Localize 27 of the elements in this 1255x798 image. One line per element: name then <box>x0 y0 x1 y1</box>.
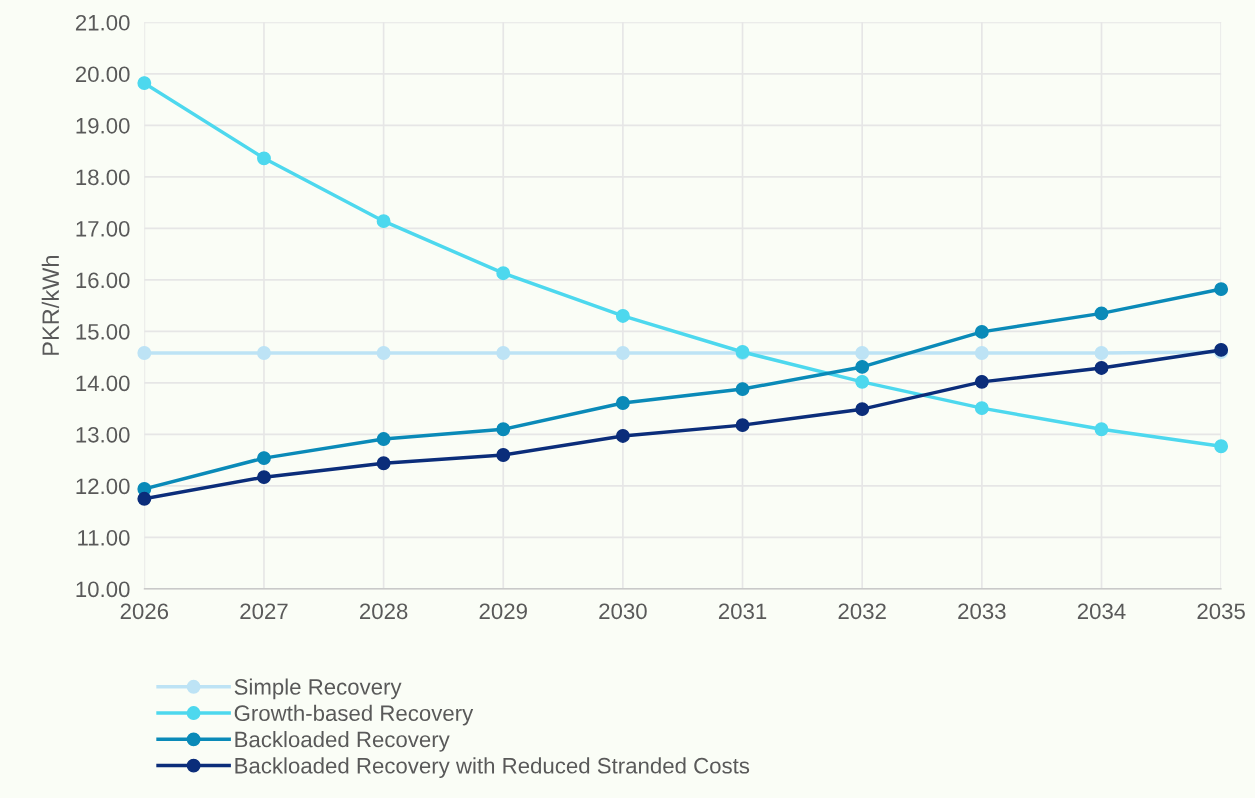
legend-label: Growth-based Recovery <box>234 704 474 726</box>
legend-label: Simple Recovery <box>234 678 402 700</box>
y-tick-label: 20.00 <box>75 66 130 83</box>
x-tick-label: 2028 <box>360 603 408 620</box>
x-tick-label: 2034 <box>1077 603 1126 620</box>
x-tick-label: 2033 <box>958 603 1006 620</box>
y-tick-label: 21.00 <box>75 14 130 31</box>
x-tick-label: 2032 <box>838 603 886 620</box>
x-tick-label: 2026 <box>120 603 169 620</box>
y-tick-label: 13.00 <box>76 426 130 443</box>
x-tick-label: 2027 <box>240 603 288 620</box>
y-tick-label: 11.00 <box>78 529 130 546</box>
y-tick-label: 19.00 <box>76 117 130 134</box>
legend-label: Backloaded Recovery with Reduced Stranded Costs <box>235 757 750 778</box>
x-tick-label: 2035 <box>1197 603 1245 620</box>
x-tick-label: 2031 <box>718 603 767 620</box>
y-tick-label: 17.00 <box>76 220 130 237</box>
y-tick-label: 16.00 <box>76 272 130 289</box>
y-tick-label: 10.00 <box>76 581 130 598</box>
x-tick-label: 2029 <box>479 603 527 620</box>
y-tick-label: 14.00 <box>76 375 130 392</box>
y-axis-title: PKR/kWh <box>41 256 60 355</box>
y-tick-label: 12.00 <box>76 478 130 495</box>
y-tick-label: 15.00 <box>76 323 130 340</box>
legend-label: Backloaded Recovery <box>235 731 450 752</box>
x-tick-label: 2030 <box>599 603 647 620</box>
y-tick-label: 18.00 <box>76 169 130 186</box>
